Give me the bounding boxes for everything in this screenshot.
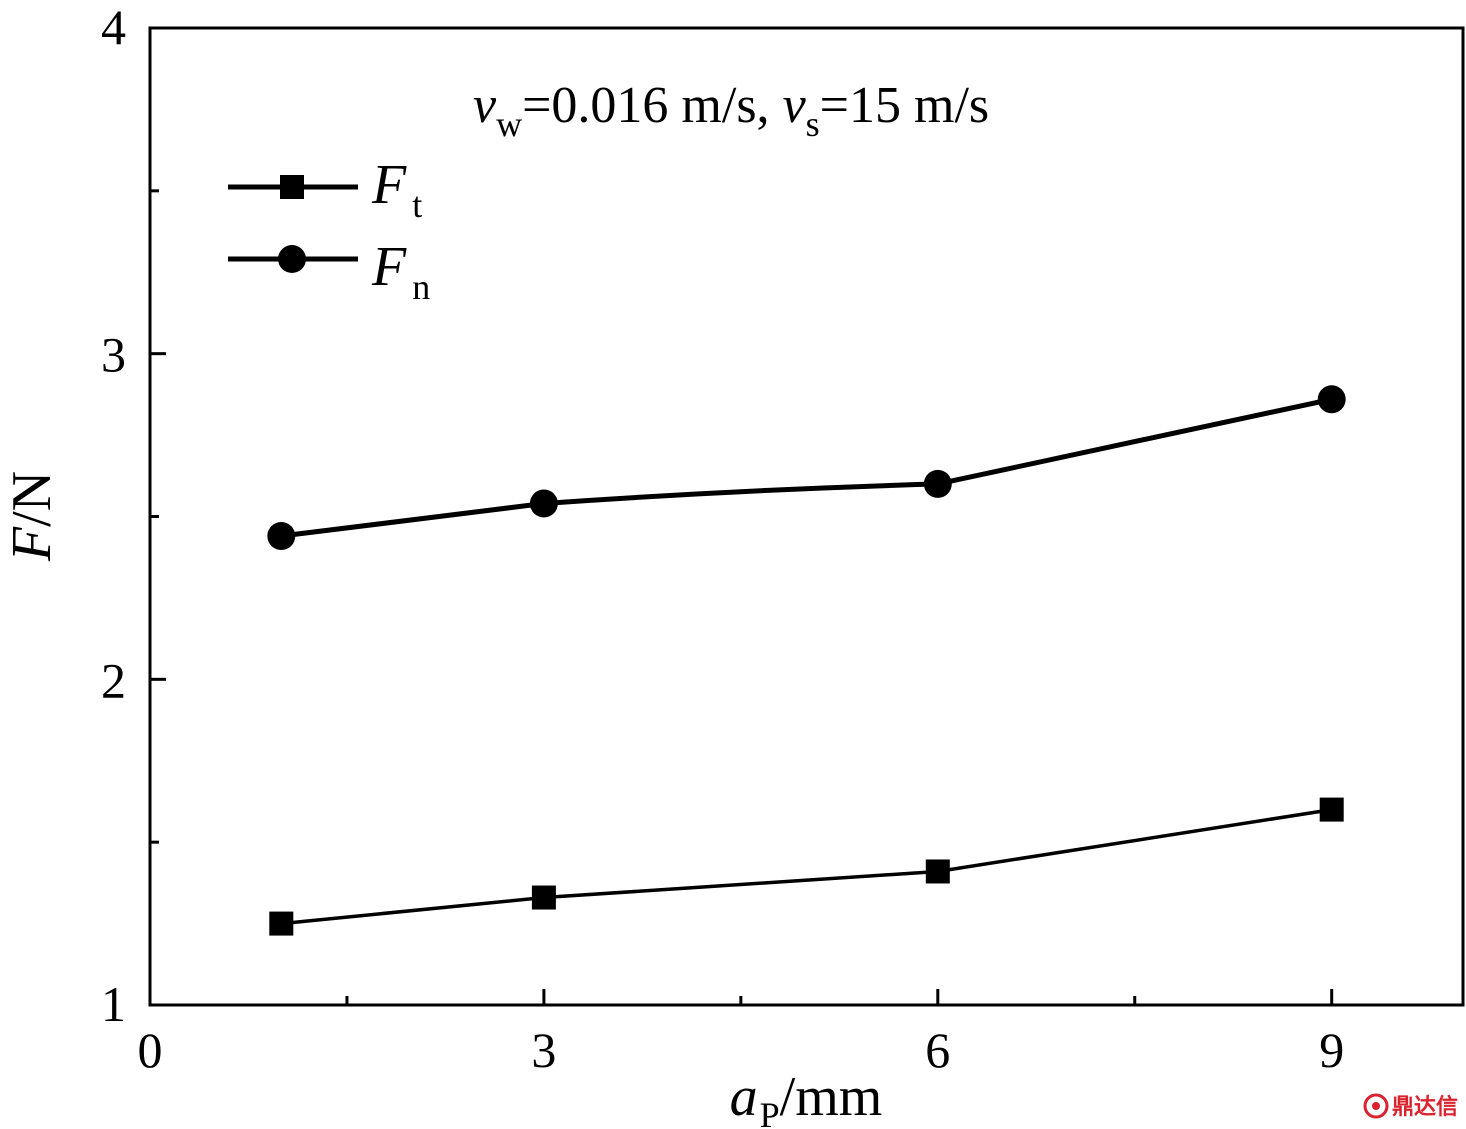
data-point-t (531, 885, 556, 910)
x-axis-title: aP/mm (730, 1066, 883, 1129)
watermark: 鼎达信 (1363, 1093, 1458, 1120)
data-point-n (529, 489, 558, 518)
y-axis-title: F/N (1, 471, 63, 562)
y-tick-label: 2 (101, 652, 126, 708)
legend-marker-circle (278, 245, 306, 273)
watermark-logo-dot-icon (1372, 1102, 1380, 1110)
x-tick-label: 9 (1319, 1022, 1344, 1078)
watermark-text: 鼎达信 (1392, 1094, 1458, 1120)
legend-marker-square (280, 175, 304, 199)
data-point-t (269, 911, 294, 936)
data-point-n (1317, 385, 1346, 414)
x-tick-label: 6 (925, 1022, 950, 1078)
data-point-t (1319, 797, 1344, 822)
series-line-t (281, 807, 1332, 926)
plot-frame (148, 26, 1465, 1007)
y-tick-label: 3 (101, 327, 126, 383)
x-tick-label: 3 (531, 1022, 556, 1078)
y-tick-label: 1 (101, 976, 126, 1032)
series-markers (267, 385, 1346, 936)
series-line-n (280, 396, 1333, 539)
y-tick-label: 4 (101, 0, 126, 55)
axis-ticks (150, 189, 1334, 1005)
data-point-t (925, 859, 950, 884)
data-point-n (267, 522, 296, 551)
data-point-n (923, 469, 952, 498)
chart-annotation: vw=0.016 m/s, vs=15 m/s (473, 77, 989, 144)
watermark-logo-icon (1363, 1093, 1389, 1119)
series-lines (280, 396, 1333, 926)
x-tick-label: 0 (138, 1022, 163, 1078)
